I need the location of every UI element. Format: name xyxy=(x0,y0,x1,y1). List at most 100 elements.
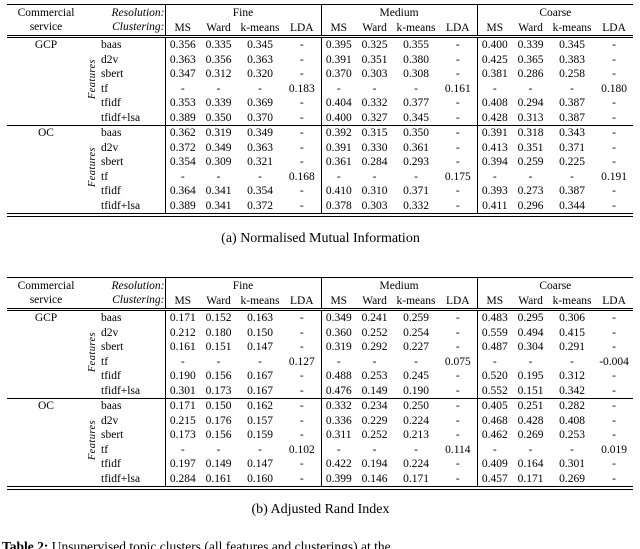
value-cell: - xyxy=(612,458,616,470)
value-cell: 0.394 xyxy=(476,155,513,170)
value-cell: 0.150 xyxy=(200,398,237,414)
value-cell: - xyxy=(455,458,460,470)
value-cell: 0.253 xyxy=(361,370,388,382)
value-cell: 0.245 xyxy=(403,370,429,382)
value-cell: 0.224 xyxy=(403,414,429,427)
value-cell: - xyxy=(528,355,533,368)
value-cell: 0.330 xyxy=(361,141,388,154)
value-cell: - xyxy=(320,81,357,96)
value-cell: 0.320 xyxy=(247,68,273,80)
table-row: OC Features baas 0.171 0.150 0.162-0.332 0.234… xyxy=(7,398,634,488)
value-cell: 0.380 xyxy=(403,53,429,66)
value-cell: - xyxy=(612,341,616,353)
value-cell: 0.180 xyxy=(601,82,627,95)
value-cell: 0.353 xyxy=(164,96,200,111)
value-cell: - xyxy=(612,199,616,212)
value-cell: 0.173 xyxy=(164,428,200,443)
table-row: d2v 0.372 0.349 0.363 - 0.391 0.330 0.361 - 0.413… xyxy=(7,140,633,155)
value-cell: 0.253 xyxy=(559,429,585,441)
service-label: GCP xyxy=(34,39,58,51)
value-cell: 0.341 xyxy=(205,185,232,197)
clustering-method-header: MS xyxy=(320,20,357,38)
value-cell: 0.335 xyxy=(205,39,232,51)
value-cell: - xyxy=(612,326,616,339)
value-cell: 0.363 xyxy=(164,52,200,67)
clustering-label: Clustering: xyxy=(112,21,165,33)
value-cell: 0.152 xyxy=(205,312,232,324)
value-cell: 0.225 xyxy=(559,156,585,168)
ari-table: Commercial service Resolution: Clustering: F… xyxy=(7,277,634,490)
value-cell: 0.301 xyxy=(164,383,200,399)
value-cell: 0.350 xyxy=(393,125,440,141)
value-cell: 0.400 xyxy=(320,110,357,126)
value-cell: 0.332 xyxy=(320,398,357,414)
value-cell: - xyxy=(455,472,460,485)
value-cell: 0.296 xyxy=(517,199,544,212)
value-cell: - xyxy=(455,156,460,168)
value-cell: - xyxy=(455,68,460,80)
value-cell: - xyxy=(320,442,357,457)
clustering-method-header: Ward xyxy=(200,293,237,311)
value-cell: 0.149 xyxy=(205,458,232,470)
value-cell: 0.164 xyxy=(517,458,544,470)
value-cell: 0.342 xyxy=(559,384,585,397)
value-cell: - xyxy=(258,82,262,95)
value-cell: 0.371 xyxy=(403,185,429,197)
value-cell: - xyxy=(258,355,262,368)
value-cell: - xyxy=(612,429,616,441)
value-cell: - xyxy=(299,414,304,427)
value-cell: 0.252 xyxy=(361,326,388,339)
value-cell: 0.361 xyxy=(403,141,429,154)
resolution-group-header: Fine xyxy=(164,277,322,294)
table-row: d2v 0.212 0.180 0.150 - 0.360 0.252 0.254 - 0.559… xyxy=(7,325,633,340)
value-cell: 0.425 xyxy=(476,52,513,67)
value-cell: - xyxy=(570,443,574,456)
feature-label: baas xyxy=(101,312,122,324)
service-label: GCP xyxy=(34,312,58,324)
value-cell: 0.341 xyxy=(205,199,232,212)
value-cell: - xyxy=(164,81,200,96)
feature-label: tfidf xyxy=(101,458,121,470)
resolution-group-header: Coarse xyxy=(476,277,634,294)
value-cell: 0.457 xyxy=(476,471,513,488)
value-cell: 0.387 xyxy=(559,97,585,109)
header-line: Commercial xyxy=(17,6,75,19)
features-axis-label: Features xyxy=(85,310,101,399)
value-cell: - xyxy=(528,170,533,183)
value-cell: 0.520 xyxy=(476,369,513,384)
value-cell: 0.306 xyxy=(559,312,585,324)
value-cell: - xyxy=(612,53,616,66)
value-cell: - xyxy=(299,111,304,124)
clustering-method-header: k-means xyxy=(549,20,596,38)
value-cell: 0.422 xyxy=(320,457,357,472)
value-cell: 0.282 xyxy=(549,398,596,414)
table-row: sbert 0.173 0.156 0.159 - 0.311 0.252 0.213 - 0.4… xyxy=(7,428,633,443)
service-label: OC xyxy=(7,125,85,215)
value-cell: 0.294 xyxy=(517,97,544,109)
nmi-table-caption: (a) Normalised Mutual Information xyxy=(221,231,420,246)
value-cell: 0.488 xyxy=(320,369,357,384)
value-cell: -0.004 xyxy=(599,355,629,368)
value-cell: 0.149 xyxy=(361,384,388,397)
value-cell: 0.224 xyxy=(403,458,429,470)
value-cell: - xyxy=(283,398,322,414)
value-cell: - xyxy=(299,384,304,397)
feature-label: d2v xyxy=(101,141,119,154)
value-cell: 0.304 xyxy=(517,341,544,353)
value-cell: 0.387 xyxy=(559,185,585,197)
value-cell: - xyxy=(595,398,634,414)
value-cell: - xyxy=(164,442,200,457)
value-cell: 0.552 xyxy=(476,383,513,399)
value-cell: 0.195 xyxy=(517,370,544,382)
table-row: tf - - -0.127- - -0.075- - - -0.004 xyxy=(7,354,633,369)
value-cell: 0.151 xyxy=(205,341,232,353)
value-cell: 0.345 xyxy=(559,39,585,51)
feature-label: tfidf xyxy=(101,185,121,197)
value-cell: 0.391 xyxy=(320,140,357,155)
resolution-clustering-header: Resolution: Clustering: xyxy=(85,277,165,311)
value-cell: 0.389 xyxy=(164,110,200,126)
resolution-label: Resolution: xyxy=(111,6,165,19)
value-cell: 0.167 xyxy=(247,384,273,397)
clustering-method-header: LDA xyxy=(595,293,634,311)
value-cell: 0.194 xyxy=(361,458,388,470)
